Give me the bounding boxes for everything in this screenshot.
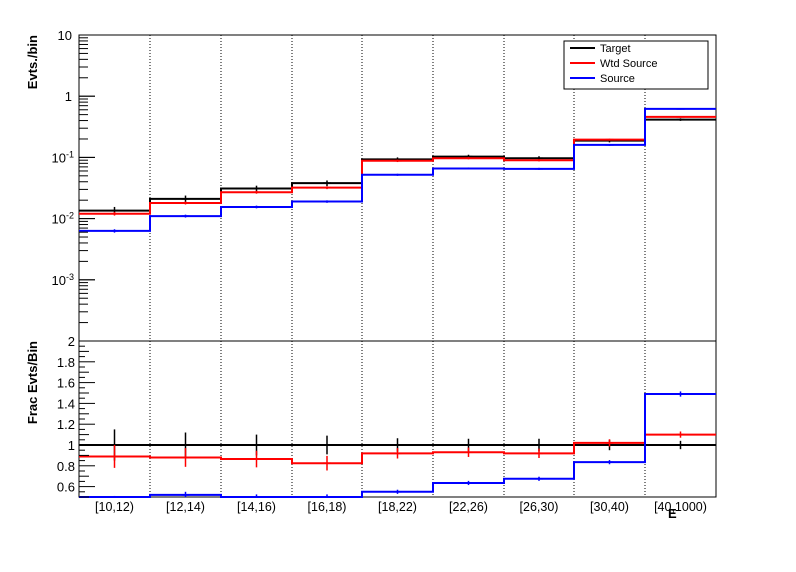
xtick-label: [22,26)	[449, 500, 488, 514]
legend-label: Source	[600, 73, 635, 85]
xtick-label: [10,12)	[95, 500, 134, 514]
xtick-label: [16,18)	[308, 500, 347, 514]
xtick-label: [18,22)	[378, 500, 417, 514]
bottom-ytick-label: 2	[68, 334, 75, 349]
bottom-ytick-label: 1	[68, 438, 75, 453]
xtick-label: [30,40)	[590, 500, 629, 514]
bottom-ytick-label: 0.8	[57, 459, 75, 474]
bottom-ytick-label: 1.6	[57, 376, 75, 391]
bottom-pad-frame	[78, 340, 717, 498]
top-ytick-label: 10-1	[52, 149, 74, 165]
bottom-ytick-label: 1.2	[57, 417, 75, 432]
xtick-label: [40,1000)	[654, 500, 707, 514]
bottom-ytick-label: 0.6	[57, 480, 75, 495]
bottom-y-axis-title: Frac Evts/Bin	[25, 341, 40, 424]
legend-label: Wtd Source	[600, 58, 657, 70]
bottom-ytick-label: 1.4	[57, 396, 75, 411]
xtick-label: [14,16)	[237, 500, 276, 514]
bottom-ytick-label: 1.8	[57, 355, 75, 370]
x-axis-label: E	[668, 506, 677, 521]
legend-label: Target	[600, 43, 631, 55]
xtick-label: [12,14)	[166, 500, 205, 514]
bottom-source-line	[79, 393, 716, 498]
top-y-axis-title: Evts./bin	[25, 35, 40, 89]
top-ytick-label: 10	[58, 28, 72, 43]
top-source-line	[79, 107, 716, 232]
top-ytick-label: 1	[65, 89, 72, 104]
xtick-label: [26,30)	[520, 500, 559, 514]
top-ytick-label: 10-2	[52, 211, 74, 227]
top-target-line	[79, 118, 716, 212]
top-ytick-label: 10-3	[52, 272, 74, 288]
